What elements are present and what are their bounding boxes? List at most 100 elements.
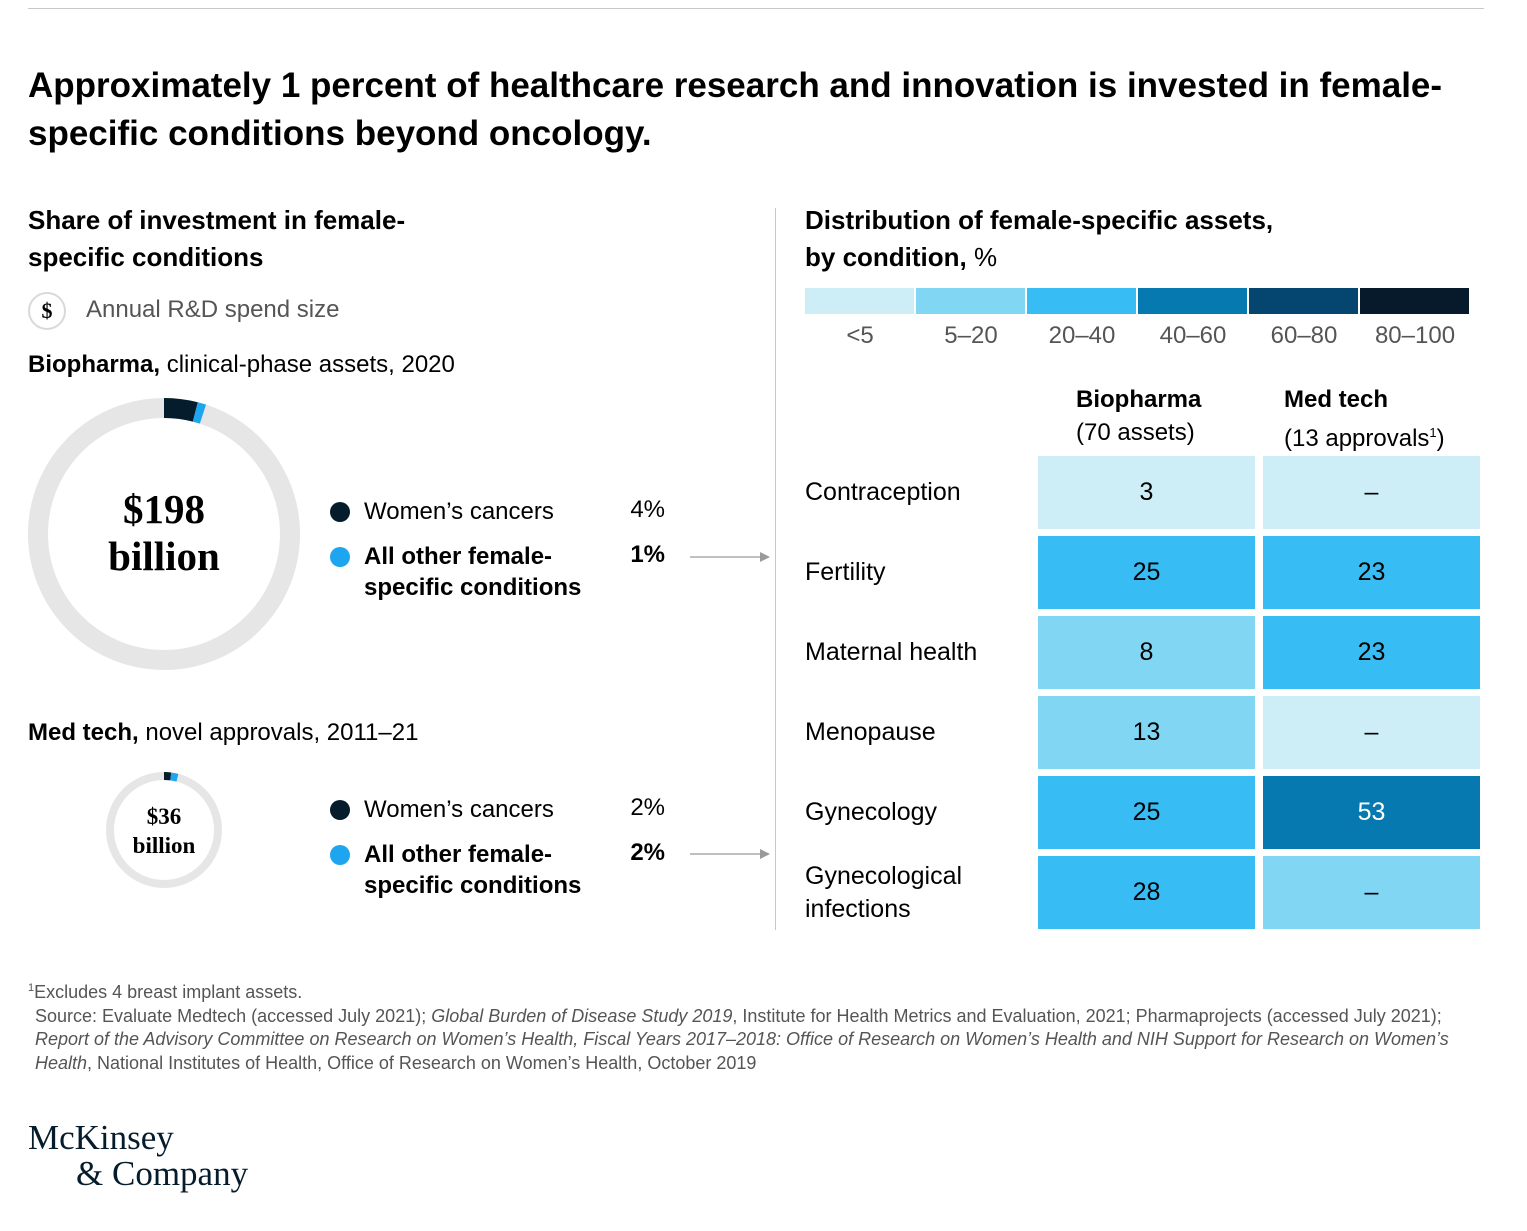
column-sub: (13 approvals: [1284, 425, 1430, 452]
biopharma-desc: clinical-phase assets, 2020: [160, 351, 455, 378]
biopharma-total: $198 billion: [28, 486, 300, 580]
source-segment: Source: Evaluate Medtech (accessed July …: [35, 1005, 432, 1026]
legend-value-other-conditions: 1%: [630, 541, 665, 568]
scale-swatch: [1027, 288, 1136, 314]
row-label: Gynecology: [805, 796, 1025, 829]
left-title-line-2: specific conditions: [28, 242, 264, 272]
heatmap-cell: –: [1263, 456, 1480, 529]
scale-label: 20–40: [1048, 322, 1116, 349]
heatmap-cell: 23: [1263, 616, 1480, 689]
scale-label: <5: [846, 322, 874, 349]
left-title-line-1: Share of investment in female-: [28, 205, 406, 235]
scale-swatch: [1138, 288, 1247, 314]
scale-label: 40–60: [1159, 322, 1227, 349]
legend-value-other-conditions: 2%: [630, 839, 665, 866]
column-header-biopharma: Biopharma (70 assets): [1076, 383, 1201, 449]
column-name: Biopharma: [1076, 386, 1202, 413]
heatmap-cell: –: [1263, 856, 1480, 929]
footnote-note-text: Excludes 4 breast implant assets.: [34, 982, 303, 1002]
medtech-name: Med tech,: [28, 719, 139, 746]
column-name: Med tech: [1284, 386, 1389, 413]
legend-label-line-1: All other female-: [364, 543, 553, 570]
medtech-total-amount: $36: [146, 804, 182, 829]
medtech-group-label: Med tech, novel approvals, 2011–21: [28, 719, 418, 747]
medtech-donut-segments: [163, 772, 179, 782]
legend-dot-other-conditions: [330, 547, 350, 567]
scale-swatch: [805, 288, 914, 314]
right-title-text: by condition,: [805, 242, 967, 272]
footnote-marker: 1: [28, 982, 35, 994]
heatmap-cell: 28: [1038, 856, 1255, 929]
column-header-medtech: Med tech (13 approvals1): [1284, 383, 1445, 455]
medtech-total: $36 billion: [105, 802, 223, 860]
column-sub-end: ): [1436, 425, 1445, 452]
row-label: Menopause: [805, 716, 1025, 749]
medtech-desc: novel approvals, 2011–21: [138, 719, 419, 746]
legend-label-line-2: specific conditions: [364, 574, 582, 601]
biopharma-total-unit: billion: [108, 533, 220, 579]
biopharma-total-amount: $198: [123, 486, 205, 532]
arrow-icon: [690, 849, 770, 859]
row-label-line: Maternal health: [805, 638, 978, 666]
legend-label-womens-cancers: Women’s cancers: [364, 796, 554, 823]
biopharma-name: Biopharma,: [28, 351, 161, 378]
row-label: Gynecological infections: [805, 860, 1025, 926]
legend-label-other-conditions: All other female- specific conditions: [364, 541, 581, 603]
right-title-line-1: Distribution of female-specific assets,: [805, 205, 1274, 235]
right-title-line-2: by condition, %: [805, 239, 1485, 276]
right-title-unit: %: [966, 242, 998, 272]
row-label: Contraception: [805, 476, 1025, 509]
heatmap-cell: 25: [1038, 536, 1255, 609]
biopharma-group-label: Biopharma, clinical-phase assets, 2020: [28, 351, 455, 379]
row-label-line: infections: [805, 894, 911, 923]
chart-title: Approximately 1 percent of healthcare re…: [28, 66, 1443, 153]
scale-swatch: [916, 288, 1025, 314]
legend-label-other-conditions: All other female- specific conditions: [364, 839, 581, 901]
legend-dot-other-conditions: [330, 845, 350, 865]
source-segment: , Institute for Health Metrics and Evalu…: [732, 1005, 1442, 1026]
legend-label-line-2: specific conditions: [364, 872, 582, 899]
section-divider: [775, 208, 776, 930]
heatmap-cell: 53: [1263, 776, 1480, 849]
spend-size-label: Annual R&D spend size: [86, 296, 340, 323]
legend-label-womens-cancers: Women’s cancers: [364, 498, 554, 525]
heatmap-cell: 13: [1038, 696, 1255, 769]
dollar-icon: $: [28, 292, 66, 330]
biopharma-slice-1: [192, 402, 207, 424]
footnote: 1Excludes 4 breast implant assets. Sourc…: [28, 977, 1488, 1075]
logo-line-2: & Company: [76, 1154, 249, 1193]
row-label-line: Contraception: [805, 478, 961, 506]
medtech-donut: [106, 772, 222, 888]
legend-label-line-1: All other female-: [364, 841, 553, 868]
column-sub: (70 assets): [1076, 419, 1195, 446]
heatmap-cell: 25: [1038, 776, 1255, 849]
row-label: Maternal health: [805, 636, 1025, 669]
row-label-line: Fertility: [805, 558, 886, 586]
heatmap-cell: 8: [1038, 616, 1255, 689]
heatmap-cell: 3: [1038, 456, 1255, 529]
arrow-icon: [690, 552, 770, 562]
biopharma-donut-segments: [163, 398, 207, 424]
column-sub-wrap: (13 approvals1): [1284, 416, 1445, 455]
row-label-line: Gynecology: [805, 798, 938, 826]
mckinsey-logo: McKinsey & Company: [28, 1120, 248, 1192]
top-rule: [28, 8, 1484, 9]
scale-swatch: [1360, 288, 1469, 314]
left-section-title: Share of investment in female- specific …: [28, 202, 728, 276]
medtech-total-unit: billion: [132, 833, 196, 858]
source-segment: Global Burden of Disease Study 2019: [431, 1005, 733, 1026]
logo-line-1: McKinsey: [28, 1118, 174, 1157]
biopharma-slice-0: [163, 398, 198, 422]
legend-dot-womens-cancers: [330, 502, 350, 522]
footnote-note: 1Excludes 4 breast implant assets.: [28, 977, 1488, 1005]
legend-value-womens-cancers: 2%: [630, 794, 665, 821]
scale-swatch: [1249, 288, 1358, 314]
source-text: Source: Evaluate Medtech (accessed July …: [28, 1005, 1488, 1076]
legend-dot-womens-cancers: [330, 800, 350, 820]
heatmap-cell: –: [1263, 696, 1480, 769]
row-label-line: Menopause: [805, 718, 936, 746]
row-label: Fertility: [805, 556, 1025, 589]
medtech-slice-1: [170, 772, 179, 782]
footnote-marker: 1: [1429, 425, 1437, 440]
right-section-title: Distribution of female-specific assets, …: [805, 202, 1485, 276]
